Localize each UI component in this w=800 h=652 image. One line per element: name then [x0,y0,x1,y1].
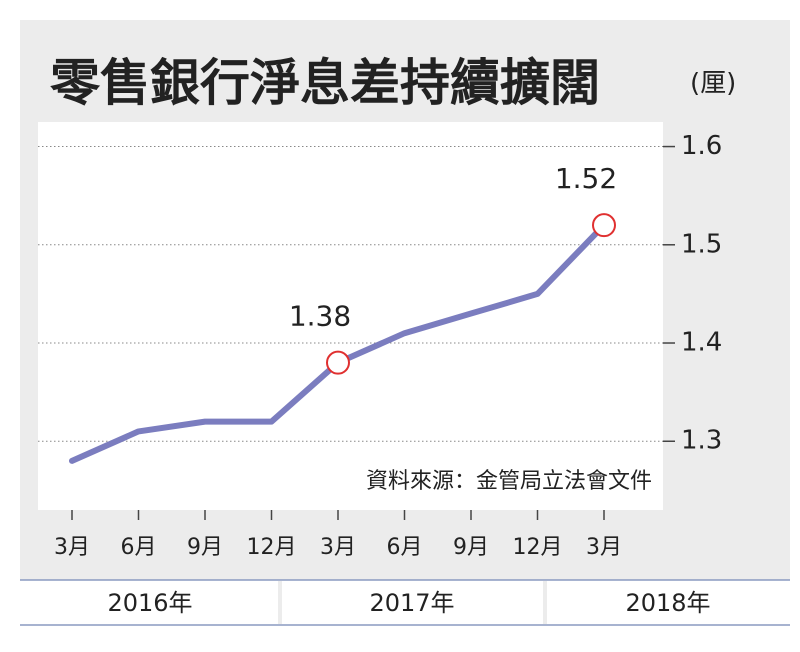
y-tick-label: 1.5 [681,229,722,259]
x-tick-label: 9月 [453,535,489,560]
x-tick-label: 12月 [513,535,563,560]
year-divider [543,581,547,624]
point-marker [592,213,616,238]
value-label: 1.52 [555,162,617,195]
year-label: 2016年 [107,589,192,617]
x-tick-label: 3月 [54,535,90,560]
y-tick-label: 1.4 [681,328,722,358]
x-tick-label: 3月 [586,535,622,560]
year-label: 2018年 [625,589,710,617]
x-tick-label: 12月 [247,535,297,560]
x-tick-label: 6月 [387,535,423,560]
year-label: 2017年 [369,589,454,617]
x-tick-label: 9月 [187,535,223,560]
plot-area [38,122,663,510]
x-tick-label: 3月 [320,535,356,560]
value-label: 1.38 [289,300,351,333]
x-tick-label: 6月 [121,535,157,560]
y-tick-label: 1.3 [681,426,722,456]
source: 資料來源：金管局立法會文件 [366,469,652,494]
axis-unit: (厘) [690,69,736,99]
year-divider [278,581,282,624]
point-marker [326,350,350,375]
y-tick-label: 1.6 [681,131,722,161]
chart-title: 零售銀行淨息差持續擴闊 [50,53,600,112]
